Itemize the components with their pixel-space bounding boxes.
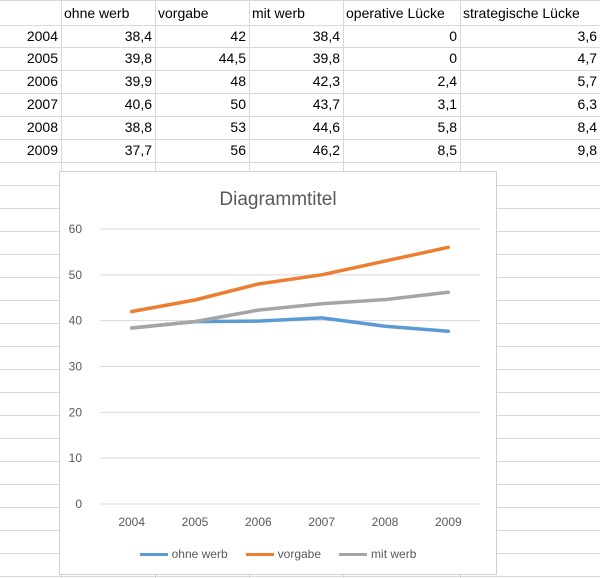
y-tick-label: 10 [69, 451, 83, 465]
header-cell[interactable]: strategische Lücke [463, 5, 580, 21]
legend-swatch [139, 552, 168, 556]
table-cell[interactable]: 44,6 [312, 119, 340, 135]
legend-item[interactable]: mit werb [339, 547, 416, 561]
chart-title: Diagrammtitel [219, 189, 336, 210]
table-cell[interactable]: 2,4 [437, 73, 457, 89]
header-cell[interactable]: operative Lücke [346, 5, 445, 21]
row-gridline [0, 139, 600, 140]
table-cell[interactable]: 53 [230, 119, 246, 135]
table-cell[interactable]: 8,4 [577, 119, 597, 135]
x-tick-label: 2006 [245, 515, 272, 529]
chart-legend: ohne werb vorgabe mit werb [60, 544, 496, 564]
legend-label: mit werb [371, 547, 417, 561]
row-gridline [0, 70, 600, 71]
table-cell[interactable]: 56 [230, 142, 246, 158]
year-cell[interactable]: 2005 [26, 50, 58, 66]
legend-item[interactable]: vorgabe [245, 547, 322, 561]
x-tick-label: 2007 [308, 515, 335, 529]
line-chart[interactable]: Diagrammtitel 0 10 20 30 40 50 60 2004 2005 2006 20… [59, 171, 497, 575]
table-cell[interactable]: 39,9 [124, 73, 152, 89]
table-cell[interactable]: 0 [449, 28, 457, 44]
legend-item[interactable]: ohne werb [139, 547, 228, 561]
legend-label: ohne werb [171, 547, 228, 561]
row-gridline [0, 93, 600, 94]
x-tick-label: 2008 [372, 515, 399, 529]
table-cell[interactable]: 3,6 [577, 28, 597, 44]
table-cell[interactable]: 42,3 [312, 73, 340, 89]
table-cell[interactable]: 6,3 [577, 96, 597, 112]
chart-plot: Diagrammtitel 0 10 20 30 40 50 60 2004 2005 2006 20… [69, 189, 480, 529]
y-tick-label: 0 [75, 497, 82, 511]
table-cell[interactable]: 38,4 [124, 28, 152, 44]
table-cell[interactable]: 39,8 [312, 50, 340, 66]
x-tick-label: 2009 [435, 515, 462, 529]
table-cell[interactable]: 48 [230, 73, 246, 89]
row-gridline [0, 162, 600, 163]
row-gridline [0, 576, 600, 577]
row-gridline [0, 116, 600, 117]
table-cell[interactable]: 38,8 [124, 119, 152, 135]
header-cell[interactable]: ohne werb [64, 5, 130, 21]
series-line-mit-werb [129, 290, 451, 330]
table-cell[interactable]: 4,7 [577, 50, 597, 66]
legend-swatch [245, 552, 274, 556]
table-cell[interactable]: 8,5 [437, 142, 457, 158]
row-gridline [0, 47, 600, 48]
table-cell[interactable]: 0 [449, 50, 457, 66]
table-cell[interactable]: 5,7 [577, 73, 597, 89]
legend-swatch [339, 552, 368, 556]
legend-label: vorgabe [277, 547, 322, 561]
header-cell[interactable]: vorgabe [158, 5, 209, 21]
table-cell[interactable]: 42 [230, 28, 246, 44]
year-cell[interactable]: 2006 [26, 73, 58, 89]
header-cell[interactable]: mit werb [252, 5, 305, 21]
table-cell[interactable]: 39,8 [124, 50, 152, 66]
year-cell[interactable]: 2008 [26, 119, 58, 135]
table-cell[interactable]: 44,5 [218, 50, 246, 66]
table-cell[interactable]: 40,6 [124, 96, 152, 112]
table-cell[interactable]: 38,4 [312, 28, 340, 44]
table-cell[interactable]: 37,7 [124, 142, 152, 158]
table-cell[interactable]: 50 [230, 96, 246, 112]
y-tick-label: 50 [69, 268, 83, 282]
table-cell[interactable]: 9,8 [577, 142, 597, 158]
table-cell[interactable]: 43,7 [312, 96, 340, 112]
x-tick-label: 2005 [182, 515, 209, 529]
y-tick-label: 40 [69, 314, 83, 328]
table-cell[interactable]: 46,2 [312, 142, 340, 158]
row-gridline [0, 25, 600, 26]
year-cell[interactable]: 2009 [26, 142, 58, 158]
series-line-vorgabe [129, 245, 451, 314]
year-cell[interactable]: 2004 [26, 28, 58, 44]
table-cell[interactable]: 5,8 [437, 119, 457, 135]
year-cell[interactable]: 2007 [26, 96, 58, 112]
table-cell[interactable]: 3,1 [437, 96, 457, 112]
y-tick-label: 30 [69, 360, 83, 374]
y-tick-label: 20 [69, 405, 83, 419]
x-tick-label: 2004 [118, 515, 145, 529]
y-tick-label: 60 [69, 222, 83, 236]
row-gridline [0, 0, 600, 1]
